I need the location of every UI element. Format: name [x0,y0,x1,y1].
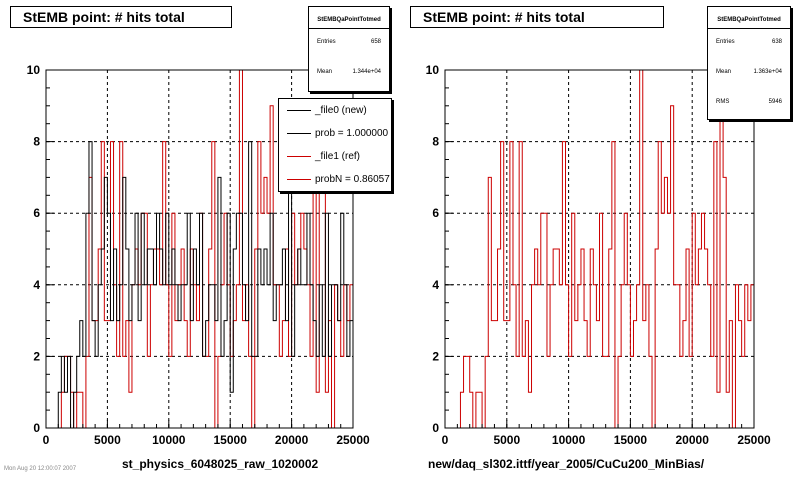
y-tick-label: 8 [432,135,439,149]
x-tick-label: 5000 [493,433,520,447]
y-tick-label: 4 [33,278,40,292]
legend-label-probn: probN = 0.86057 [315,174,390,185]
legend-entry-ref: _file1 (ref) [279,145,391,168]
y-tick-label: 10 [426,63,440,77]
legend-label-new: _file0 (new) [315,105,367,116]
legend-swatch-new [287,110,311,111]
legend-entry-new: _file0 (new) [279,99,391,122]
y-tick-label: 6 [33,206,40,220]
y-tick-label: 2 [432,349,439,363]
x-axis-caption: new/daq_sl302.ittf/year_2005/CuCu200_Min… [428,457,705,471]
stats-rms-value: 5946 [768,99,782,105]
x-axis-caption: st_physics_6048025_raw_1020002 [122,457,319,471]
stats-mean-value: 1.363e+04 [753,69,782,75]
stats-rms-label: RMS [716,99,730,105]
y-tick-label: 8 [33,135,40,149]
y-tick-label: 2 [33,349,40,363]
y-tick-label: 10 [27,63,41,77]
legend-entry-probn: probN = 0.86057 [279,168,391,191]
x-tick-label: 25000 [336,433,370,447]
y-tick-label: 0 [33,421,40,435]
legend-swatch-ref [287,156,311,157]
y-tick-label: 6 [432,206,439,220]
stats-title: StEMBQaPointTotmed [708,7,790,29]
timestamp-footnote: Mon Aug 20 12:00:07 2007 [4,466,77,472]
legend-swatch-probn [287,179,311,180]
legend: _file0 (new) prob = 1.000000 _file1 (ref… [278,98,392,192]
stats-entries-value: 658 [370,39,381,45]
x-tick-label: 10000 [552,433,586,447]
histogram-series [46,141,353,429]
x-tick-label: 0 [43,433,50,447]
x-tick-label: 5000 [94,433,121,447]
stats-entries-value: 638 [771,39,782,45]
stats-row-mean: Mean 1.344e+04 [309,59,389,89]
histogram-panel-left: 0 5000 10000 15000 20000 25000 0 2 4 6 8 10 StEMB p… [0,0,400,480]
histogram-panel-right: 0 5000 10000 15000 20000 25000 0 2 4 6 8 10 StEMB p… [400,0,800,480]
chart-title: StEMB point: # hits total [10,6,232,28]
x-tick-label: 20000 [275,433,309,447]
stats-mean-value: 1.344e+04 [352,69,381,75]
stats-title: StEMBQaPointTotmed [309,7,389,29]
legend-label-prob: prob = 1.000000 [315,128,389,139]
chart-title: StEMB point: # hits total [410,6,664,28]
x-tick-label: 0 [442,433,449,447]
stats-mean-label: Mean [716,69,732,75]
histogram-series [445,69,754,429]
stats-entries-label: Entries [317,39,336,45]
stats-row-rms: RMS 5946 [708,89,790,119]
stats-row-mean: Mean 1.363e+04 [708,59,790,89]
legend-entry-prob: prob = 1.000000 [279,122,391,145]
x-tick-label: 15000 [614,433,648,447]
x-tick-label: 20000 [676,433,710,447]
legend-label-ref: _file1 (ref) [315,151,361,162]
stats-box: StEMBQaPointTotmed Entries 658 Mean 1.34… [308,6,390,92]
y-tick-label: 0 [432,421,439,435]
histogram-series [46,69,353,429]
histogram-plot-left: 0 5000 10000 15000 20000 25000 0 2 4 6 8 10 [27,63,370,447]
y-tick-label: 4 [432,278,439,292]
stats-row-entries: Entries 638 [708,29,790,59]
legend-swatch-prob [287,133,311,134]
histogram-plot-right: 0 5000 10000 15000 20000 25000 0 2 4 6 8 10 [426,63,771,447]
stats-mean-label: Mean [317,69,333,75]
stats-entries-label: Entries [716,39,735,45]
x-tick-label: 25000 [737,433,771,447]
x-tick-label: 10000 [152,433,186,447]
stats-box: StEMBQaPointTotmed Entries 638 Mean 1.36… [707,6,791,120]
stats-row-entries: Entries 658 [309,29,389,59]
x-tick-label: 15000 [214,433,248,447]
